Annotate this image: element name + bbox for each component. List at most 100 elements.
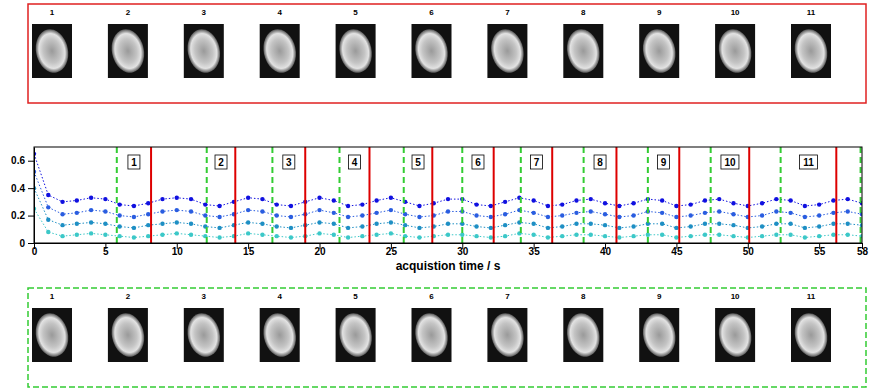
y-tick: 0 [19,238,34,249]
window-label: 5 [412,155,424,169]
data-point [117,224,121,228]
image-object [335,310,375,360]
data-point [803,215,807,219]
series-line [34,172,862,217]
image-object [563,26,603,76]
window-start-line [710,147,712,243]
image-thumbnail [639,24,679,78]
data-point [160,222,164,226]
image-background [791,308,831,362]
x-tick: 0 [32,243,38,257]
data-point [760,234,764,238]
image-thumbnail [563,24,603,78]
series [34,186,862,230]
window-start-line [116,147,118,243]
image-label: 8 [581,292,586,301]
data-point [688,234,692,238]
image-label: 11 [807,292,816,301]
series-line [34,154,862,206]
data-point [360,224,364,228]
window-label-text: 7 [534,157,540,168]
y-tick-mark [28,188,34,189]
window-label-text: 11 [803,157,814,168]
x-tick: 55 [814,243,826,257]
data-point [631,213,635,217]
y-tick: 0.4 [11,183,34,194]
data-point [703,211,707,215]
window-end-line [678,147,680,243]
image-thumbnail [791,308,831,362]
image-thumbnail [184,308,224,362]
data-point [574,222,578,226]
image-background [32,308,72,362]
image-background [336,24,376,78]
image-object [715,310,755,360]
window-end-line [615,147,617,243]
y-tick: 0.2 [11,210,34,221]
window-label-box [799,155,817,169]
data-point [289,204,293,208]
data-point [274,224,278,228]
data-point [60,234,64,238]
window-start-line [461,147,463,243]
data-point [803,204,807,208]
data-point [560,234,564,238]
image-object [563,310,603,360]
data-point [703,222,707,226]
image-label: 3 [202,8,207,17]
data-point [846,233,850,237]
image-object [791,26,831,76]
window-label: 2 [215,155,227,169]
data-point [731,234,735,238]
image-label: 5 [353,8,358,17]
data-point [417,226,421,230]
data-point [446,222,450,226]
window-end-line [493,147,495,243]
window-label-text: 2 [218,157,224,168]
image-background [639,24,679,78]
window-label-box [658,155,670,169]
window-end-line [234,147,236,243]
data-point [760,213,764,217]
image-label: 1 [50,292,55,301]
x-tick-label: 35 [529,246,541,257]
image-background [715,308,755,362]
x-tick: 30 [457,243,469,257]
image-object [32,26,72,76]
image-background [184,24,224,78]
window-label: 8 [594,155,606,169]
image-background [563,24,603,78]
data-point [346,235,350,239]
data-point [246,196,250,200]
data-point [446,233,450,237]
data-point [289,215,293,219]
x-tick-label: 50 [743,246,755,257]
x-tick-label: 40 [600,246,612,257]
series [34,169,862,219]
image-background [639,308,679,362]
x-tick-label: 20 [314,246,326,257]
data-point [46,193,50,197]
data-point [774,222,778,226]
window-label-box [348,155,360,169]
window-start-line [860,147,862,243]
image-object [32,310,72,360]
window-start-line [403,147,405,243]
image-object [184,310,224,360]
window-start-line [206,147,208,243]
data-point [760,201,764,205]
image-object [108,26,148,76]
image-thumbnail [487,308,527,362]
data-point [246,231,250,235]
data-point [817,234,821,238]
data-point [560,224,564,228]
data-point [603,223,607,227]
y-tick-label: 0.6 [11,155,25,166]
data-point [788,198,792,202]
data-point [260,197,264,201]
series-line [34,209,862,238]
image-thumbnail [108,24,148,78]
data-point [132,204,136,208]
data-point [489,204,493,208]
image-background [32,24,72,78]
